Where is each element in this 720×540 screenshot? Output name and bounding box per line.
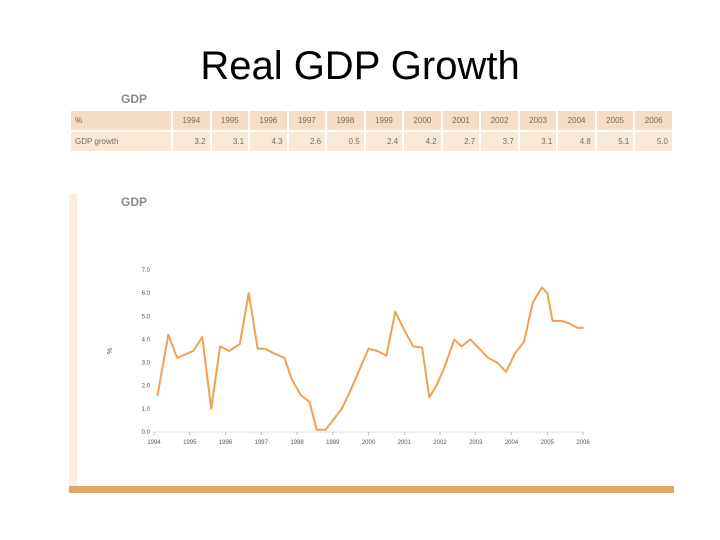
table-header-row: % 1994 1995 1996 1997 1998 1999 2000 200…: [71, 111, 672, 132]
chart-side-bar: [69, 194, 77, 486]
y-tick-label: 6.0: [142, 291, 151, 297]
slide-title: Real GDP Growth: [200, 44, 520, 88]
chart-section-label: GDP: [121, 195, 148, 209]
table-cell: 4.8: [558, 132, 595, 151]
y-axis-unit: %: [107, 348, 114, 354]
table-cell: 0.5: [327, 132, 364, 151]
table-year-header: 2003: [519, 111, 557, 132]
x-tick-label: 2002: [433, 440, 447, 446]
y-tick-label: 1.0: [142, 407, 151, 413]
x-tick-label: 2006: [576, 440, 590, 446]
table-year-header: 2001: [442, 111, 480, 132]
table-cell: 3.7: [481, 132, 518, 151]
table-cell: 3.1: [519, 132, 557, 151]
chart-bottom-bar: [69, 486, 674, 493]
x-tick-label: 2000: [362, 440, 376, 446]
x-tick-label: 2005: [541, 440, 555, 446]
table-cell: 5.1: [596, 132, 634, 151]
x-tick-label: 2004: [505, 440, 519, 446]
table-row: GDP growth 3.2 3.1 4.3 2.6 0.5 2.4 4.2 2…: [71, 132, 672, 151]
table-row-label: GDP growth: [71, 132, 171, 151]
x-tick-label: 1994: [147, 440, 161, 446]
y-tick-label: 4.0: [142, 337, 151, 343]
x-tick-label: 1997: [255, 440, 269, 446]
table-year-header: 2004: [558, 111, 595, 132]
x-tick-label: 2001: [398, 440, 412, 446]
y-tick-label: 3.0: [142, 361, 151, 367]
y-tick-label: 2.0: [142, 384, 151, 390]
table-cell: 2.6: [288, 132, 326, 151]
table-year-header: 1997: [288, 111, 326, 132]
table-year-header: 1998: [327, 111, 364, 132]
y-tick-label: 0.0: [142, 430, 151, 436]
table-year-header: 2005: [596, 111, 634, 132]
table-year-header: 1999: [365, 111, 403, 132]
table-year-header: 2000: [404, 111, 441, 132]
x-tick-label: 1995: [183, 440, 197, 446]
table-section-label: GDP: [121, 92, 148, 106]
table-header-label: %: [71, 111, 171, 132]
table-cell: 4.2: [404, 132, 441, 151]
table-cell: 3.1: [211, 132, 249, 151]
table-year-header: 1994: [173, 111, 210, 132]
table-year-header: 2002: [481, 111, 518, 132]
table-year-header: 1995: [211, 111, 249, 132]
table-cell: 2.7: [442, 132, 480, 151]
gdp-growth-table: % 1994 1995 1996 1997 1998 1999 2000 200…: [69, 111, 674, 151]
table-cell: 3.2: [173, 132, 210, 151]
gdp-series-line: [156, 286, 584, 431]
table-year-header: 1996: [250, 111, 287, 132]
y-tick-label: 5.0: [142, 314, 151, 320]
x-tick-label: 1996: [219, 440, 233, 446]
table-cell: 2.4: [365, 132, 403, 151]
x-tick-label: 1998: [290, 440, 304, 446]
table-cell: 5.0: [635, 132, 672, 151]
table-cell: 4.3: [250, 132, 287, 151]
x-tick-label: 2003: [469, 440, 483, 446]
x-tick-label: 1999: [326, 440, 340, 446]
y-tick-label: 7.0: [142, 268, 151, 274]
table-year-header: 2006: [635, 111, 672, 132]
